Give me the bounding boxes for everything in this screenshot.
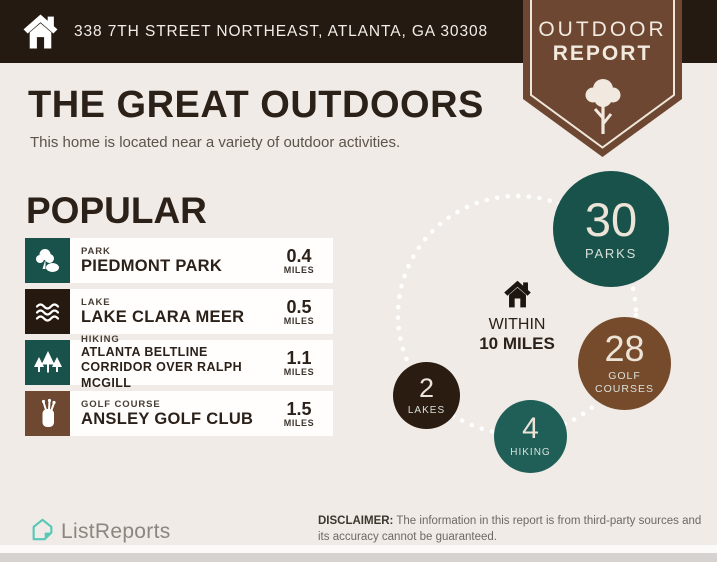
- badge-title-line2: REPORT: [552, 42, 653, 65]
- item-unit: MILES: [283, 264, 315, 275]
- item-distance: 0.5: [286, 296, 312, 317]
- within-label: WITHIN: [488, 316, 546, 333]
- stat-label: GOLF COURSES: [595, 370, 654, 395]
- list-item-lake: LAKE LAKE CLARA MEER 0.5 MILES: [25, 289, 333, 334]
- page-edge-highlight: [0, 545, 717, 553]
- item-category: LAKE: [81, 296, 111, 308]
- golf-icon: [25, 391, 70, 436]
- item-category: PARK: [81, 245, 111, 257]
- item-distance: 1.5: [286, 398, 312, 419]
- radius-dotted-ring: [395, 193, 639, 442]
- listreports-logo: ListReports: [31, 516, 171, 548]
- stat-label: LAKES: [407, 404, 446, 416]
- lake-icon: [25, 289, 70, 334]
- item-name: ATLANTA BELTLINE CORRIDOR OVER RALPH MCG…: [81, 344, 243, 390]
- item-unit: MILES: [283, 315, 315, 326]
- stat-label: HIKING: [510, 447, 551, 458]
- item-unit: MILES: [283, 417, 315, 428]
- outdoor-report-badge: OUTDOOR REPORT: [523, 0, 682, 157]
- item-distance: 0.4: [286, 245, 312, 266]
- list-item-hiking: HIKING ATLANTA BELTLINE CORRIDOR OVER RA…: [25, 334, 333, 390]
- stat-circle-hiking: 4 HIKING: [494, 400, 567, 473]
- badge-title-line1: OUTDOOR: [538, 18, 667, 41]
- page-edge-shadow: [0, 553, 717, 562]
- stat-value: 30: [584, 193, 638, 247]
- home-icon: [22, 13, 59, 51]
- stat-value: 2: [418, 372, 435, 403]
- popular-heading: POPULAR: [26, 190, 207, 231]
- home-icon: [502, 280, 533, 313]
- park-icon: [25, 238, 70, 283]
- page-subtitle: This home is located near a variety of o…: [30, 134, 401, 151]
- radius-center-label: WITHIN 10 MILES: [457, 280, 577, 354]
- page-title: THE GREAT OUTDOORS: [28, 84, 484, 126]
- hiking-icon: [25, 340, 70, 385]
- tree-icon: [581, 76, 625, 145]
- item-category: GOLF COURSE: [81, 398, 161, 410]
- stat-value: 4: [522, 412, 539, 445]
- popular-list: PARK PIEDMONT PARK 0.4 MILES LAKE LAKE C…: [25, 238, 333, 442]
- stat-circle-lakes: 2 LAKES: [393, 362, 460, 429]
- brand-name: ListReports: [61, 520, 171, 543]
- item-name: ANSLEY GOLF CLUB: [81, 409, 254, 428]
- disclaimer-text: DISCLAIMER: The information in this repo…: [318, 515, 702, 543]
- disclaimer-label: DISCLAIMER:: [318, 515, 394, 527]
- item-name: LAKE CLARA MEER: [81, 307, 245, 326]
- stat-value: 28: [604, 328, 645, 370]
- stat-circle-parks: 30 PARKS: [553, 171, 669, 287]
- list-item-park: PARK PIEDMONT PARK 0.4 MILES: [25, 238, 333, 283]
- within-distance: 10 MILES: [479, 334, 555, 353]
- stat-circle-golf-courses: 28 GOLF COURSES: [578, 317, 671, 410]
- item-unit: MILES: [283, 366, 315, 377]
- list-item-golf: GOLF COURSE ANSLEY GOLF CLUB 1.5 MILES: [25, 391, 333, 436]
- item-category: HIKING: [81, 333, 120, 345]
- stat-label: PARKS: [584, 246, 638, 262]
- item-name: PIEDMONT PARK: [81, 256, 223, 275]
- listreports-logo-icon: [31, 516, 54, 548]
- item-distance: 1.1: [286, 347, 312, 368]
- property-address: 338 7TH STREET NORTHEAST, ATLANTA, GA 30…: [74, 22, 488, 40]
